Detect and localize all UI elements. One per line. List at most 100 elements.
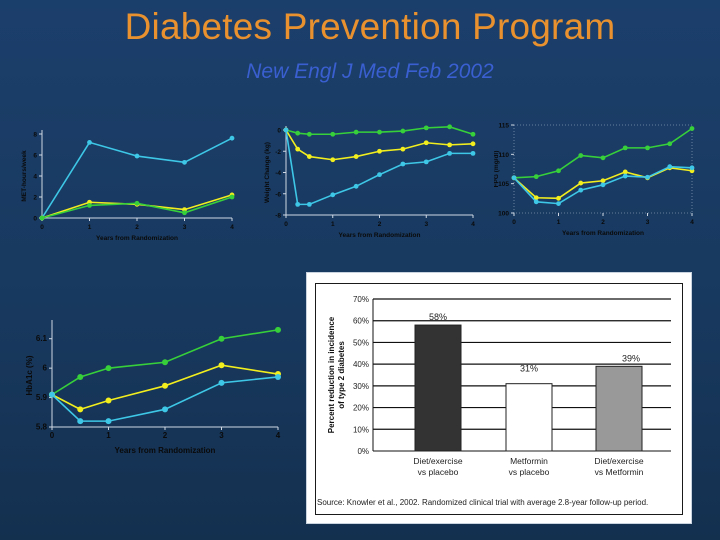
data-point	[533, 195, 539, 201]
source-note: Source: Knowler et al., 2002. Randomized…	[317, 498, 649, 507]
y-axis-label-line2: of type 2 diabetes	[337, 341, 346, 409]
data-point	[423, 125, 429, 131]
y-tick-label: 110	[499, 152, 510, 159]
y-tick-label: 0%	[357, 447, 369, 456]
category-label: Diet/exercise	[594, 456, 643, 466]
x-tick-label: 1	[331, 221, 335, 228]
y-tick-label: 5.9	[36, 393, 48, 402]
y-tick-label: 4	[33, 174, 37, 181]
data-point	[105, 365, 112, 372]
fpg-chart: 100 105 110 115 0 1 2 3 4 FPG (mg/dl) Years from R…	[494, 116, 704, 248]
series-line-placebo	[51, 329, 279, 396]
y-tick-label: 60%	[353, 317, 369, 326]
data-point	[105, 418, 112, 425]
data-point	[295, 146, 301, 152]
series-line-metformin	[51, 364, 279, 411]
data-point	[689, 126, 695, 131]
data-point	[400, 128, 406, 134]
data-point	[49, 391, 55, 398]
data-point	[578, 180, 584, 186]
x-tick-label: 4	[471, 221, 475, 228]
category-label-line2: vs placebo	[418, 467, 459, 477]
data-point	[134, 200, 140, 206]
data-point	[423, 140, 429, 146]
series-line-lifestyle	[285, 129, 473, 206]
data-point	[39, 215, 45, 221]
y-tick-label: 6	[43, 364, 48, 373]
hba1c-plot: 5.8 5.9 6 6.1 0 1 2 3 4 HbA1c (%) Years from Rando…	[25, 320, 281, 455]
x-tick-label: 3	[219, 431, 224, 440]
data-point	[377, 129, 382, 135]
data-point	[470, 131, 476, 137]
bar-value-label: 31%	[520, 364, 538, 374]
data-point	[77, 418, 84, 425]
data-point	[689, 165, 695, 171]
data-point	[218, 379, 225, 386]
data-point	[622, 169, 628, 175]
data-point	[533, 199, 539, 205]
met-hours-plot: 0 2 4 6 8 0 1 2 3 4 MET-hours/week Years from Rando…	[21, 130, 235, 242]
bar	[414, 324, 462, 452]
data-point	[600, 178, 606, 184]
data-point	[667, 164, 673, 170]
series-line-lifestyle	[51, 376, 279, 422]
y-tick-label: 105	[498, 181, 509, 188]
x-tick-label: 1	[106, 431, 111, 440]
y-tick-label: 8	[33, 132, 37, 139]
data-point	[556, 168, 561, 174]
data-point	[447, 124, 453, 130]
data-point	[275, 373, 281, 380]
weight-change-chart: 0 -2 -4 -6 -8 0 1 2 3 4 Weight Change (kg) Years fr…	[258, 118, 490, 256]
data-point	[556, 195, 561, 201]
data-point	[105, 397, 112, 404]
y-axis-label: FPG (mg/dl)	[494, 151, 500, 188]
x-tick-label: 4	[276, 431, 281, 440]
data-point	[470, 150, 476, 156]
bar-chart-frame	[315, 283, 683, 515]
data-point	[330, 131, 336, 137]
y-tick-label: 5.8	[36, 423, 48, 432]
data-point	[218, 335, 225, 342]
y-tick-label: -8	[275, 213, 281, 220]
data-point	[667, 141, 673, 147]
data-point	[182, 159, 187, 165]
data-point	[306, 154, 312, 159]
x-axis-label: Years from Randomization	[115, 446, 216, 455]
y-tick-label: 6	[33, 153, 37, 160]
bar	[595, 365, 643, 452]
x-tick-label: 2	[378, 221, 382, 228]
x-axis-label: Years from Randomization	[562, 230, 644, 237]
data-point	[77, 406, 84, 413]
x-axis-label: Years from Randomization	[96, 235, 178, 242]
series-line-metformin	[285, 129, 474, 161]
x-tick-label: 3	[424, 221, 428, 228]
x-tick-label: 3	[646, 219, 650, 226]
x-axis-label: Years from Randomization	[339, 232, 421, 239]
x-tick-label: 3	[183, 224, 187, 231]
data-point	[162, 382, 168, 389]
data-point	[162, 406, 168, 413]
data-point	[400, 161, 406, 167]
reduction-bar-chart: 0% 10% 20% 30% 40% 50% 60% 70% Percent reduction…	[306, 272, 692, 524]
data-point	[306, 131, 312, 137]
data-point	[77, 373, 84, 380]
x-tick-label: 2	[135, 224, 139, 231]
bar-value-label: 58%	[429, 312, 447, 322]
x-tick-label: 1	[557, 219, 561, 226]
x-tick-label: 0	[50, 431, 55, 440]
y-tick-label: 6.1	[36, 334, 48, 343]
data-point	[447, 142, 453, 148]
x-tick-label: 1	[88, 224, 92, 231]
data-point	[622, 173, 628, 179]
data-point	[162, 359, 168, 366]
data-point	[283, 127, 289, 133]
y-tick-label: 100	[498, 211, 509, 218]
series-line-placebo	[285, 126, 474, 136]
data-point	[229, 135, 235, 141]
data-point	[229, 194, 235, 200]
y-tick-label: 70%	[353, 295, 369, 304]
y-tick-label: 20%	[353, 404, 369, 413]
x-tick-label: 2	[601, 219, 605, 226]
data-point	[134, 153, 140, 159]
